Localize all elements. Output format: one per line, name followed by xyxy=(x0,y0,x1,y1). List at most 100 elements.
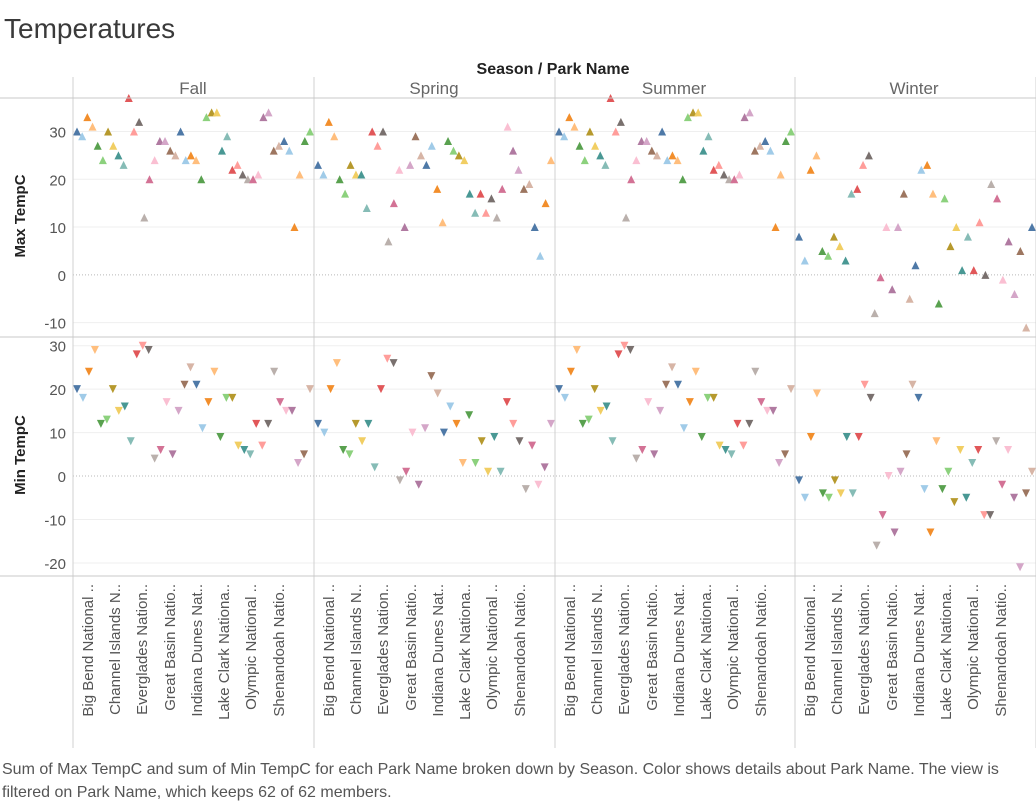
max-temp-mark[interactable] xyxy=(673,156,682,165)
min-temp-mark[interactable] xyxy=(515,437,524,446)
min-temp-mark[interactable] xyxy=(745,419,754,428)
max-temp-mark[interactable] xyxy=(740,113,749,122)
max-temp-mark[interactable] xyxy=(119,160,128,169)
max-temp-mark[interactable] xyxy=(176,127,185,136)
max-temp-mark[interactable] xyxy=(570,122,579,131)
max-temp-mark[interactable] xyxy=(319,170,328,179)
max-temp-mark[interactable] xyxy=(416,151,425,160)
min-temp-mark[interactable] xyxy=(73,385,81,394)
max-temp-mark[interactable] xyxy=(498,184,507,193)
min-temp-mark[interactable] xyxy=(795,476,803,485)
min-temp-mark[interactable] xyxy=(421,424,430,433)
season-header-spring[interactable]: Spring xyxy=(409,79,458,98)
max-temp-mark[interactable] xyxy=(249,175,258,184)
min-temp-mark[interactable] xyxy=(914,393,923,402)
min-temp-mark[interactable] xyxy=(596,406,605,415)
min-temp-mark[interactable] xyxy=(458,459,467,468)
max-temp-mark[interactable] xyxy=(818,246,827,255)
max-temp-mark[interactable] xyxy=(704,132,713,141)
max-temp-mark[interactable] xyxy=(800,256,809,265)
min-temp-mark[interactable] xyxy=(920,485,929,494)
min-temp-mark[interactable] xyxy=(502,398,511,407)
min-temp-mark[interactable] xyxy=(632,454,641,463)
max-temp-mark[interactable] xyxy=(438,218,447,227)
max-temp-mark[interactable] xyxy=(449,146,458,155)
max-temp-mark[interactable] xyxy=(940,194,949,203)
max-temp-mark[interactable] xyxy=(647,146,656,155)
min-temp-mark[interactable] xyxy=(842,432,851,441)
max-temp-mark[interactable] xyxy=(1016,246,1025,255)
max-temp-mark[interactable] xyxy=(140,213,149,222)
min-temp-mark[interactable] xyxy=(721,445,730,454)
max-temp-mark[interactable] xyxy=(233,160,242,169)
max-temp-mark[interactable] xyxy=(427,141,436,150)
min-temp-mark[interactable] xyxy=(389,359,398,368)
max-temp-mark[interactable] xyxy=(471,208,480,217)
min-temp-mark[interactable] xyxy=(345,450,354,459)
min-temp-mark[interactable] xyxy=(938,485,947,494)
min-temp-mark[interactable] xyxy=(691,367,700,376)
max-temp-mark[interactable] xyxy=(93,141,102,150)
min-temp-mark[interactable] xyxy=(763,406,772,415)
min-temp-mark[interactable] xyxy=(968,459,977,468)
min-temp-mark[interactable] xyxy=(697,432,706,441)
min-temp-mark[interactable] xyxy=(932,437,941,446)
min-temp-mark[interactable] xyxy=(320,428,329,437)
max-temp-mark[interactable] xyxy=(541,199,550,208)
min-temp-mark[interactable] xyxy=(781,450,790,459)
min-temp-mark[interactable] xyxy=(439,428,448,437)
min-temp-mark[interactable] xyxy=(739,441,748,450)
min-temp-mark[interactable] xyxy=(306,385,314,394)
max-temp-mark[interactable] xyxy=(709,165,718,174)
min-temp-mark[interactable] xyxy=(150,454,159,463)
max-temp-mark[interactable] xyxy=(406,160,415,169)
min-temp-mark[interactable] xyxy=(252,419,261,428)
min-temp-mark[interactable] xyxy=(192,380,201,389)
max-temp-mark[interactable] xyxy=(795,232,803,241)
max-temp-mark[interactable] xyxy=(547,156,555,165)
max-temp-mark[interactable] xyxy=(637,137,646,146)
max-temp-mark[interactable] xyxy=(730,175,739,184)
min-temp-mark[interactable] xyxy=(258,441,267,450)
max-temp-mark[interactable] xyxy=(384,237,393,246)
max-temp-mark[interactable] xyxy=(882,223,891,232)
min-temp-mark[interactable] xyxy=(282,406,291,415)
min-temp-mark[interactable] xyxy=(528,441,537,450)
max-temp-mark[interactable] xyxy=(192,156,201,165)
max-temp-mark[interactable] xyxy=(917,165,926,174)
min-temp-mark[interactable] xyxy=(974,445,983,454)
min-temp-mark[interactable] xyxy=(120,402,129,411)
max-temp-mark[interactable] xyxy=(776,170,785,179)
min-temp-mark[interactable] xyxy=(787,385,795,394)
max-temp-mark[interactable] xyxy=(627,175,636,184)
min-temp-mark[interactable] xyxy=(1004,445,1013,454)
min-temp-mark[interactable] xyxy=(812,389,821,398)
min-temp-mark[interactable] xyxy=(662,380,671,389)
max-temp-mark[interactable] xyxy=(389,199,398,208)
max-temp-mark[interactable] xyxy=(145,175,154,184)
max-temp-mark[interactable] xyxy=(812,151,821,160)
max-temp-mark[interactable] xyxy=(969,266,978,275)
max-temp-mark[interactable] xyxy=(357,170,366,179)
max-temp-mark[interactable] xyxy=(487,194,496,203)
min-temp-mark[interactable] xyxy=(547,419,555,428)
max-temp-mark[interactable] xyxy=(330,132,339,141)
min-temp-mark[interactable] xyxy=(824,493,833,502)
max-temp-mark[interactable] xyxy=(400,223,409,232)
min-temp-mark[interactable] xyxy=(138,341,147,350)
min-temp-mark[interactable] xyxy=(314,419,322,428)
max-temp-mark[interactable] xyxy=(652,151,661,160)
min-temp-mark[interactable] xyxy=(986,511,995,520)
min-temp-mark[interactable] xyxy=(926,528,935,537)
min-temp-mark[interactable] xyxy=(490,432,499,441)
min-temp-mark[interactable] xyxy=(332,359,341,368)
max-temp-mark[interactable] xyxy=(314,160,322,169)
min-temp-mark[interactable] xyxy=(78,393,87,402)
min-temp-mark[interactable] xyxy=(210,367,219,376)
max-temp-mark[interactable] xyxy=(155,137,164,146)
max-temp-mark[interactable] xyxy=(714,160,723,169)
min-temp-mark[interactable] xyxy=(180,380,189,389)
max-temp-mark[interactable] xyxy=(171,151,180,160)
min-temp-mark[interactable] xyxy=(679,424,688,433)
max-temp-mark[interactable] xyxy=(536,251,545,260)
